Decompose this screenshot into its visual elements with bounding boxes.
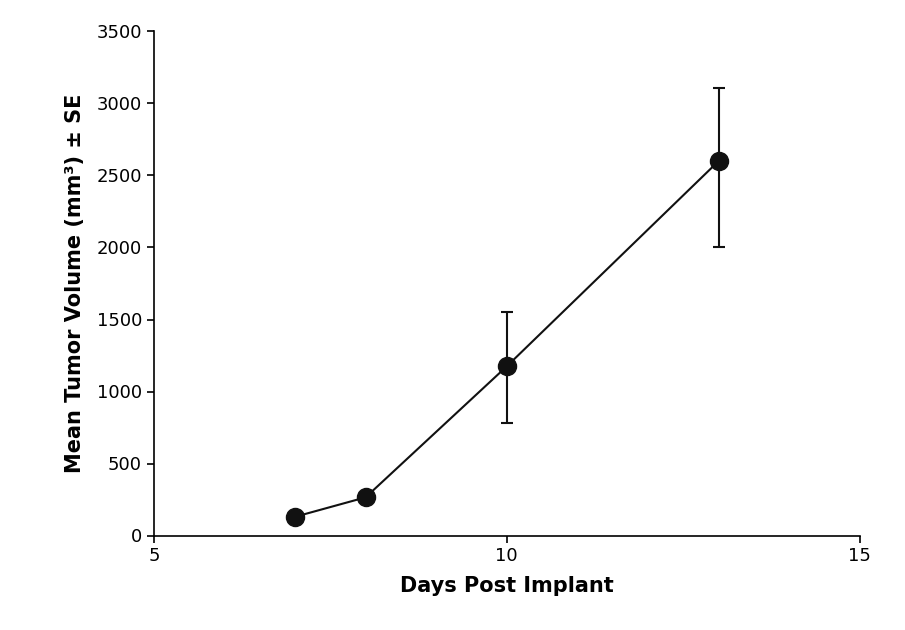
X-axis label: Days Post Implant: Days Post Implant	[400, 576, 614, 597]
Y-axis label: Mean Tumor Volume (mm³) ± SE: Mean Tumor Volume (mm³) ± SE	[65, 94, 85, 473]
